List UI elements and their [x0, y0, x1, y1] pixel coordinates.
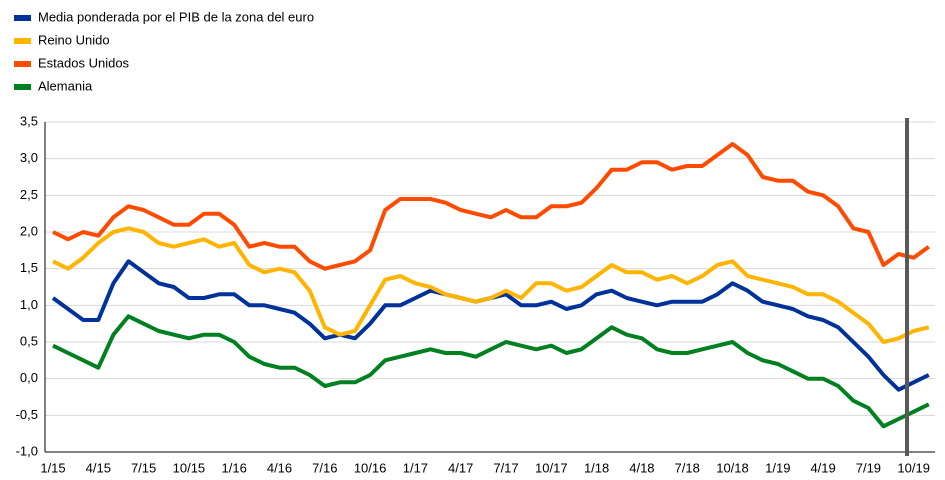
x-tick-label: 1/15	[40, 460, 65, 475]
legend: Media ponderada por el PIB de la zona de…	[14, 9, 314, 93]
x-tick-label: 10/17	[535, 460, 568, 475]
legend-swatch	[14, 61, 31, 67]
x-tick-label: 4/19	[810, 460, 835, 475]
y-tick-label: 2,5	[20, 187, 38, 202]
y-tick-label: 1,0	[20, 297, 38, 312]
x-tick-label: 4/17	[448, 460, 473, 475]
legend-swatch	[14, 84, 31, 90]
lines	[51, 142, 930, 429]
series-line	[51, 259, 930, 392]
y-tick-label: 0,5	[20, 333, 38, 348]
y-tick-label: 3,5	[20, 113, 38, 128]
x-tick-label: 4/15	[86, 460, 111, 475]
y-tick-label: 3,0	[20, 150, 38, 165]
x-tick-label: 10/19	[897, 460, 930, 475]
series-line	[52, 226, 930, 344]
grid: -1,0 -0,5 0,0 0,5 1,0 1,5 2,0 2,5 3,0 3,5 1/15 4/15…	[16, 113, 935, 475]
x-tick-label: 7/18	[675, 460, 700, 475]
x-tick-label: 10/15	[173, 460, 206, 475]
x-tick-label: 7/17	[493, 460, 518, 475]
x-tick-label: 10/16	[354, 460, 387, 475]
legend-label: Reino Unido	[38, 32, 110, 47]
x-tick-label: 1/18	[584, 460, 609, 475]
legend-swatch	[14, 38, 31, 44]
y-tick-label: -0,5	[16, 407, 38, 422]
y-tick-label: -1,0	[16, 443, 38, 458]
x-tick-label: 4/16	[267, 460, 292, 475]
x-tick-label: 1/16	[222, 460, 247, 475]
series-line	[52, 314, 930, 429]
legend-label: Estados Unidos	[38, 55, 130, 70]
legend-label: Alemania	[38, 78, 93, 93]
x-tick-label: 7/16	[312, 460, 337, 475]
legend-label: Media ponderada por el PIB de la zona de…	[38, 9, 314, 24]
y-tick-label: 0,0	[20, 370, 38, 385]
x-tick-label: 1/19	[765, 460, 790, 475]
x-tick-label: 4/18	[629, 460, 654, 475]
x-tick-label: 7/15	[131, 460, 156, 475]
series-line	[52, 142, 930, 271]
x-tick-label: 10/18	[716, 460, 749, 475]
x-tick-label: 1/17	[403, 460, 428, 475]
x-tick-label: 7/19	[856, 460, 881, 475]
legend-swatch	[14, 15, 31, 21]
y-tick-label: 1,5	[20, 260, 38, 275]
y-tick-label: 2,0	[20, 223, 38, 238]
